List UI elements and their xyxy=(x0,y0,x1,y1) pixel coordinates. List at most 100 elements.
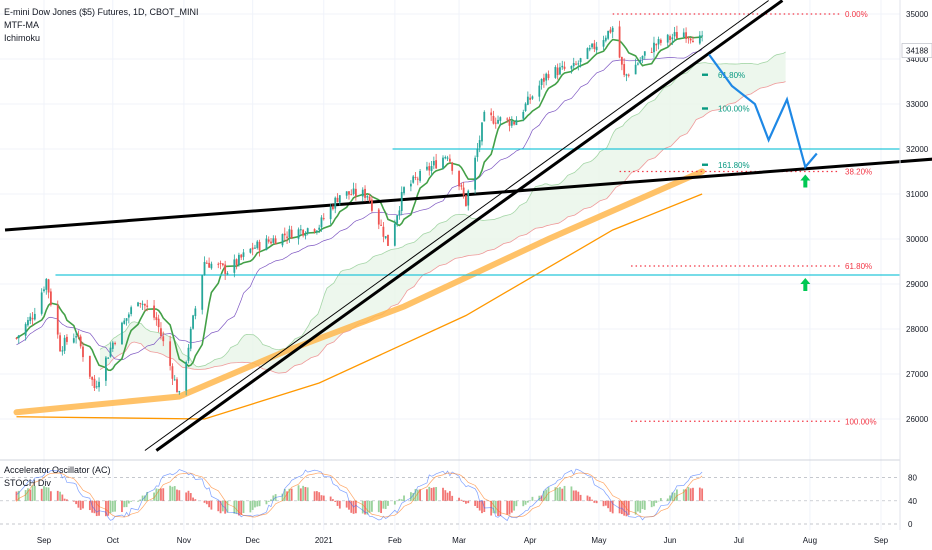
candle-body xyxy=(185,361,188,391)
ac-histogram-bar xyxy=(540,495,543,501)
ac-histogram-bar xyxy=(361,500,364,514)
candle-body xyxy=(302,229,305,236)
candle-body xyxy=(554,67,557,78)
ac-histogram-bar xyxy=(15,491,18,501)
ac-histogram-bar xyxy=(146,491,149,501)
stoch-d-line xyxy=(16,472,703,518)
candle-body xyxy=(428,166,431,171)
candle-body xyxy=(47,279,50,293)
candle-body xyxy=(66,336,68,342)
candle-body xyxy=(40,292,43,314)
projection-path xyxy=(708,53,818,170)
candle-body xyxy=(398,210,401,216)
candle-body xyxy=(593,43,596,50)
fib-ext-marker xyxy=(702,73,708,76)
ac-histogram-bar xyxy=(88,500,91,511)
candle-body xyxy=(43,289,45,292)
candle-body xyxy=(143,304,146,306)
ac-histogram-bar xyxy=(332,499,334,501)
candle-body xyxy=(350,194,353,196)
ac-histogram-bar xyxy=(17,490,20,501)
candle-body xyxy=(442,157,444,169)
candle-body xyxy=(283,233,286,236)
candle-body xyxy=(288,229,291,238)
ac-histogram-bar xyxy=(194,499,197,501)
candle-body xyxy=(467,190,470,206)
candle-body xyxy=(460,185,463,187)
ac-histogram-bar xyxy=(506,500,509,515)
candle-body xyxy=(368,196,371,201)
x-tick-label: Jun xyxy=(664,536,677,545)
candle-body xyxy=(304,234,307,237)
candle-body xyxy=(139,302,142,304)
candle-body xyxy=(187,347,190,361)
trendline xyxy=(4,157,932,232)
ac-histogram-bar xyxy=(428,486,431,501)
ac-histogram-bar xyxy=(49,491,52,501)
ac-histogram-bar xyxy=(45,487,48,501)
ac-histogram-bar xyxy=(109,500,112,514)
candle-body xyxy=(448,158,451,162)
candle-body xyxy=(15,337,18,339)
oscillator-name-2[interactable]: STOCH Div xyxy=(4,478,51,488)
ac-histogram-bar xyxy=(637,500,639,512)
oscillator-name[interactable]: Accelerator Oscillator (AC) xyxy=(4,465,111,475)
ac-histogram-bar xyxy=(345,500,348,508)
candle-body xyxy=(242,252,245,257)
candle-body xyxy=(380,224,382,226)
y-tick-label: 34000 xyxy=(906,55,929,64)
candle-body xyxy=(320,217,323,228)
candle-body xyxy=(451,162,454,171)
ac-histogram-bar xyxy=(524,500,527,505)
candle-body xyxy=(625,74,628,76)
candle-body xyxy=(531,96,534,99)
indicator-mtf-ma[interactable]: MTF-MA xyxy=(4,20,39,30)
candle-body xyxy=(79,336,82,347)
ac-histogram-bar xyxy=(446,492,449,501)
candle-body xyxy=(412,176,415,183)
oscillator-pane xyxy=(0,459,900,525)
ac-histogram-bar xyxy=(33,485,36,501)
ac-histogram-bar xyxy=(380,500,382,514)
candle-body xyxy=(130,307,133,315)
candle-body xyxy=(274,238,277,245)
candle-body xyxy=(570,66,573,69)
candle-body xyxy=(377,209,380,225)
ac-histogram-bar xyxy=(318,492,321,501)
candle-body xyxy=(329,206,332,220)
ac-histogram-bar xyxy=(593,500,596,503)
ac-histogram-bar xyxy=(543,491,545,501)
ac-histogram-bar xyxy=(623,500,626,516)
ac-histogram-bar xyxy=(31,485,34,501)
candle-body xyxy=(526,96,529,105)
candle-body xyxy=(575,63,577,65)
ac-histogram-bar xyxy=(497,500,499,517)
candle-body xyxy=(208,262,211,268)
ac-histogram-bar xyxy=(444,490,447,501)
candle-body xyxy=(462,187,465,196)
ac-histogram-bar xyxy=(77,500,80,508)
candle-body xyxy=(210,263,213,269)
ac-histogram-bar xyxy=(586,495,589,501)
ichimoku-cloud xyxy=(99,51,786,374)
candle-body xyxy=(547,74,550,79)
ac-histogram-bar xyxy=(655,500,658,503)
indicator-ichimoku[interactable]: Ichimoku xyxy=(4,33,41,43)
candle-body xyxy=(639,60,642,64)
ac-histogram-bar xyxy=(240,500,243,515)
candle-body xyxy=(458,170,460,187)
ac-histogram-bar xyxy=(114,500,116,512)
ac-histogram-bar xyxy=(577,491,580,501)
candle-body xyxy=(497,119,499,124)
ac-histogram-bar xyxy=(121,500,123,513)
ac-histogram-bar xyxy=(336,500,339,506)
ac-histogram-bar xyxy=(570,486,573,501)
ac-histogram-bar xyxy=(59,491,61,501)
ac-histogram-bar xyxy=(416,489,419,501)
ac-histogram-bar xyxy=(290,488,293,501)
candle-body xyxy=(572,63,575,67)
candle-body xyxy=(313,229,316,232)
x-tick-label: Apr xyxy=(524,536,537,545)
candle-body xyxy=(563,66,566,69)
